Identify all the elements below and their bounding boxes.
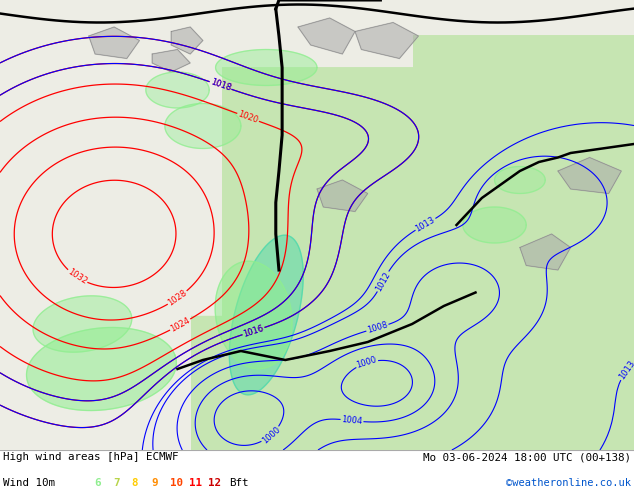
Polygon shape	[317, 180, 368, 212]
Polygon shape	[33, 296, 132, 352]
Polygon shape	[89, 27, 139, 58]
Polygon shape	[165, 103, 241, 148]
Text: 1013: 1013	[414, 215, 437, 233]
Text: 1024: 1024	[169, 316, 191, 334]
Text: 1012: 1012	[374, 270, 392, 293]
Text: Bft: Bft	[229, 478, 249, 488]
Text: ©weatheronline.co.uk: ©weatheronline.co.uk	[506, 478, 631, 488]
Text: 1008: 1008	[366, 320, 389, 335]
Text: 1016: 1016	[242, 323, 265, 339]
Polygon shape	[171, 27, 203, 54]
Text: 1013: 1013	[617, 359, 634, 381]
Text: 1018: 1018	[209, 78, 232, 93]
Text: 1032: 1032	[66, 268, 88, 287]
Text: High wind areas [hPa] ECMWF: High wind areas [hPa] ECMWF	[3, 452, 179, 462]
Text: 8: 8	[132, 478, 138, 488]
Polygon shape	[520, 234, 571, 270]
Text: 1000: 1000	[260, 425, 282, 445]
Text: 9: 9	[151, 478, 157, 488]
Polygon shape	[355, 23, 418, 58]
Text: 1004: 1004	[341, 415, 363, 426]
Polygon shape	[298, 18, 355, 54]
Polygon shape	[230, 235, 303, 395]
Text: 12: 12	[208, 478, 221, 488]
Text: 1018: 1018	[209, 78, 232, 93]
Polygon shape	[146, 72, 209, 108]
Text: Mo 03-06-2024 18:00 UTC (00+138): Mo 03-06-2024 18:00 UTC (00+138)	[423, 452, 631, 462]
Text: 7: 7	[113, 478, 119, 488]
Polygon shape	[495, 167, 545, 194]
Text: Wind 10m: Wind 10m	[3, 478, 55, 488]
Text: 1020: 1020	[236, 110, 259, 125]
Polygon shape	[558, 157, 621, 194]
Text: 1028: 1028	[166, 288, 189, 308]
Polygon shape	[215, 261, 292, 369]
Text: 1000: 1000	[356, 355, 378, 370]
Polygon shape	[152, 49, 190, 72]
Polygon shape	[463, 207, 526, 243]
Polygon shape	[216, 49, 317, 85]
Text: 6: 6	[94, 478, 100, 488]
Polygon shape	[27, 327, 176, 411]
Text: 1016: 1016	[242, 323, 265, 339]
Text: 11: 11	[189, 478, 202, 488]
Text: 10: 10	[170, 478, 183, 488]
